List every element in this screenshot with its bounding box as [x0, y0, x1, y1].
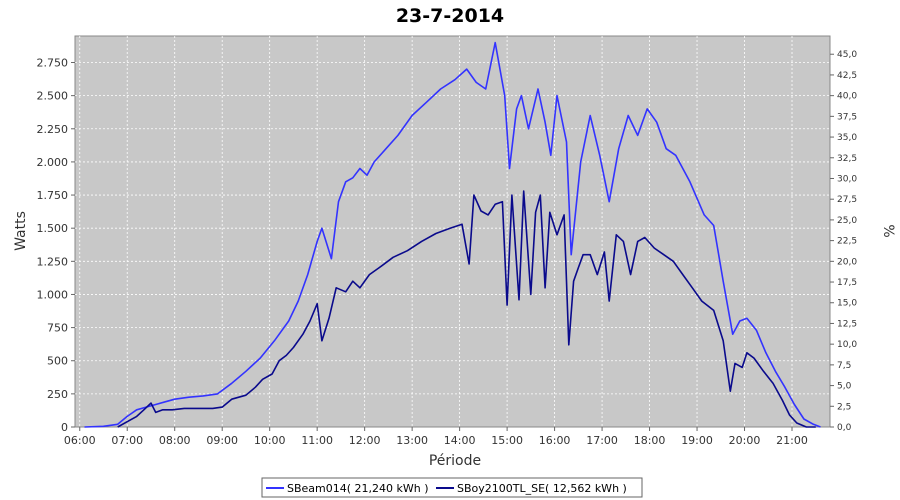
- y-tick-label: 1.000: [37, 288, 69, 301]
- y2-tick-label: 35,0: [837, 133, 857, 143]
- x-tick-label: 08:00: [159, 434, 191, 447]
- x-tick-label: 20:00: [729, 434, 761, 447]
- series-line-1: [117, 190, 816, 428]
- y2-tick-label: 45,0: [837, 50, 857, 60]
- y-tick-label: 0: [61, 421, 68, 434]
- legend-entry-sbeam014: SBeam014( 21,240 kWh ): [287, 482, 429, 495]
- y-tick-label: 250: [47, 388, 68, 401]
- x-tick-label: 16:00: [539, 434, 571, 447]
- legend: SBeam014( 21,240 kWh ) SBoy2100TL_SE( 12…: [261, 477, 643, 498]
- x-tick-label: 12:00: [349, 434, 381, 447]
- y-tick-label: 2.500: [37, 90, 69, 103]
- y-tick-label: 500: [47, 355, 68, 368]
- x-tick-label: 07:00: [111, 434, 143, 447]
- y2-tick-label: 10,0: [837, 340, 857, 350]
- y2-tick-label: 15,0: [837, 299, 857, 309]
- y2-tick-label: 20,0: [837, 257, 857, 267]
- y2-tick-label: 27,5: [837, 195, 857, 205]
- y-tick-label: 1.500: [37, 222, 69, 235]
- gridlines: [75, 36, 830, 427]
- y2-tick-label: 42,5: [837, 71, 857, 81]
- legend-entry-sboy2100tl: SBoy2100TL_SE( 12,562 kWh ): [457, 482, 627, 495]
- x-axis-ticks: 06:00 07:00 08:00 09:00 10:00 11:00 12:00 13:00…: [64, 427, 808, 447]
- y2-tick-label: 30,0: [837, 174, 857, 184]
- y-tick-label: 2.000: [37, 156, 69, 169]
- y2-tick-label: 7,5: [837, 361, 851, 371]
- y-tick-label: 1.750: [37, 189, 69, 202]
- y-tick-label: 1.250: [37, 255, 69, 268]
- x-tick-label: 19:00: [681, 434, 713, 447]
- y2-tick-label: 22,5: [837, 237, 857, 247]
- x-tick-label: 17:00: [586, 434, 618, 447]
- y2-tick-label: 0,0: [837, 423, 852, 433]
- y-tick-label: 2.750: [37, 57, 69, 70]
- y2-tick-label: 17,5: [837, 278, 857, 288]
- x-tick-label: 18:00: [634, 434, 666, 447]
- y2-axis-label: %: [880, 224, 896, 237]
- x-tick-label: 09:00: [206, 434, 238, 447]
- x-tick-label: 13:00: [396, 434, 428, 447]
- series-lines: [84, 41, 821, 428]
- y2-tick-label: 2,5: [837, 402, 851, 412]
- x-tick-label: 15:00: [491, 434, 523, 447]
- x-tick-label: 10:00: [254, 434, 286, 447]
- y-axis-label: Watts: [13, 211, 29, 251]
- y-tick-label: 2.250: [37, 123, 69, 136]
- y-tick-label: 750: [47, 322, 68, 335]
- x-tick-label: 11:00: [301, 434, 333, 447]
- y2-tick-label: 12,5: [837, 319, 857, 329]
- y2-tick-label: 32,5: [837, 154, 857, 164]
- y2-tick-label: 40,0: [837, 92, 857, 102]
- y2-axis-ticks: 0,0 2,5 5,0 7,5 10,0 12,5 15,0 17,5 20,0 22,5 25,0…: [830, 50, 857, 433]
- y2-tick-label: 37,5: [837, 112, 857, 122]
- x-tick-label: 21:00: [776, 434, 808, 447]
- y-axis-ticks: 0 250 500 750 1.000 1.250 1.500 1.750 2.000 2.250…: [37, 57, 75, 434]
- series-line-0: [84, 41, 821, 428]
- chart-title: 23-7-2014: [396, 5, 504, 27]
- y2-tick-label: 5,0: [837, 382, 852, 392]
- x-tick-label: 06:00: [64, 434, 96, 447]
- x-axis-label: Période: [429, 453, 481, 469]
- y2-tick-label: 25,0: [837, 216, 857, 226]
- x-tick-label: 14:00: [444, 434, 476, 447]
- plot-area: [74, 35, 831, 428]
